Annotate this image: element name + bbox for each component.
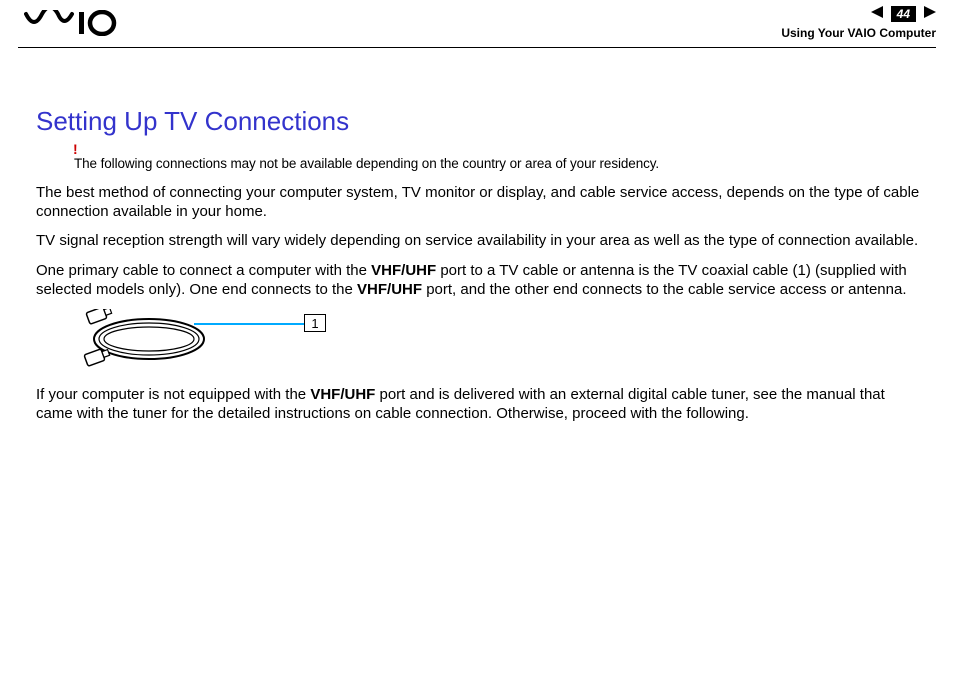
warning-text: The following connections may not be ava… [74,156,659,171]
paragraph-2: TV signal reception strength will vary w… [36,231,922,250]
next-page-arrow[interactable] [922,5,936,23]
prev-page-arrow[interactable] [871,5,885,23]
p3-bold-2: VHF/UHF [357,281,422,298]
cable-figure: 1 [74,309,324,373]
p4-text-a: If your computer is not equipped with th… [36,386,310,403]
warning-note: ! The following connections may not be a… [74,155,922,173]
p3-bold-1: VHF/UHF [371,262,436,279]
paragraph-3: One primary cable to connect a computer … [36,261,922,299]
p4-bold-1: VHF/UHF [310,386,375,403]
callout-label: 1 [304,314,326,332]
callout-line [194,323,304,325]
p3-text-e: port, and the other end connects to the … [422,281,906,298]
paragraph-4: If your computer is not equipped with th… [36,385,922,423]
page-title: Setting Up TV Connections [36,106,922,137]
coaxial-cable-icon [74,309,224,373]
vaio-logo [24,10,134,41]
page-number: 44 [891,6,916,22]
warning-icon: ! [73,141,78,157]
header-right: 44 Using Your VAIO Computer [781,4,936,40]
page-content: Setting Up TV Connections ! The followin… [0,48,954,423]
page-nav: 44 [781,4,936,24]
paragraph-1: The best method of connecting your compu… [36,183,922,221]
section-label: Using Your VAIO Computer [781,26,936,40]
page-header: 44 Using Your VAIO Computer [18,0,936,48]
p3-text-a: One primary cable to connect a computer … [36,262,371,279]
